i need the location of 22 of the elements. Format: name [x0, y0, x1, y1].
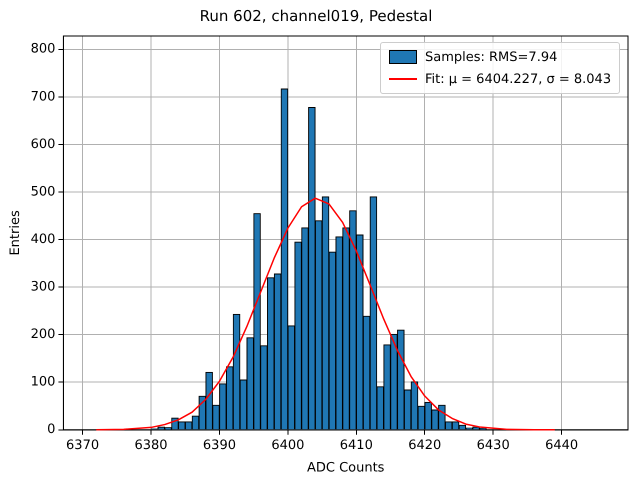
legend-label: Fit: μ = 6404.227, σ = 8.043 [425, 72, 612, 86]
x-tick-label: 6370 [66, 438, 100, 453]
x-axis-title: ADC Counts [306, 460, 385, 476]
y-tick-label: 700 [30, 89, 56, 104]
x-tick-label: 6420 [408, 438, 442, 453]
y-tick-label: 500 [30, 184, 56, 200]
y-tick-label: 100 [30, 374, 56, 390]
legend-label: Samples: RMS=7.94 [425, 50, 558, 64]
x-tick-label: 6410 [340, 438, 373, 453]
y-axis-title: Entries [8, 210, 24, 256]
x-tick-label: 6380 [134, 438, 168, 453]
x-tick-label: 6390 [202, 438, 236, 453]
y-tick-label: 600 [30, 136, 56, 152]
y-tick-label: 0 [47, 422, 56, 438]
y-tick-label: 400 [30, 232, 56, 247]
y-tick-label: 300 [30, 279, 56, 294]
y-tick-label: 800 [30, 42, 56, 57]
y-tick-label: 200 [30, 327, 56, 342]
x-tick-label: 6440 [545, 438, 578, 453]
chart-title: Run 602, channel019, Pedestal [200, 6, 432, 25]
x-tick-label: 6430 [476, 438, 510, 453]
x-tick-label: 6400 [271, 438, 304, 453]
